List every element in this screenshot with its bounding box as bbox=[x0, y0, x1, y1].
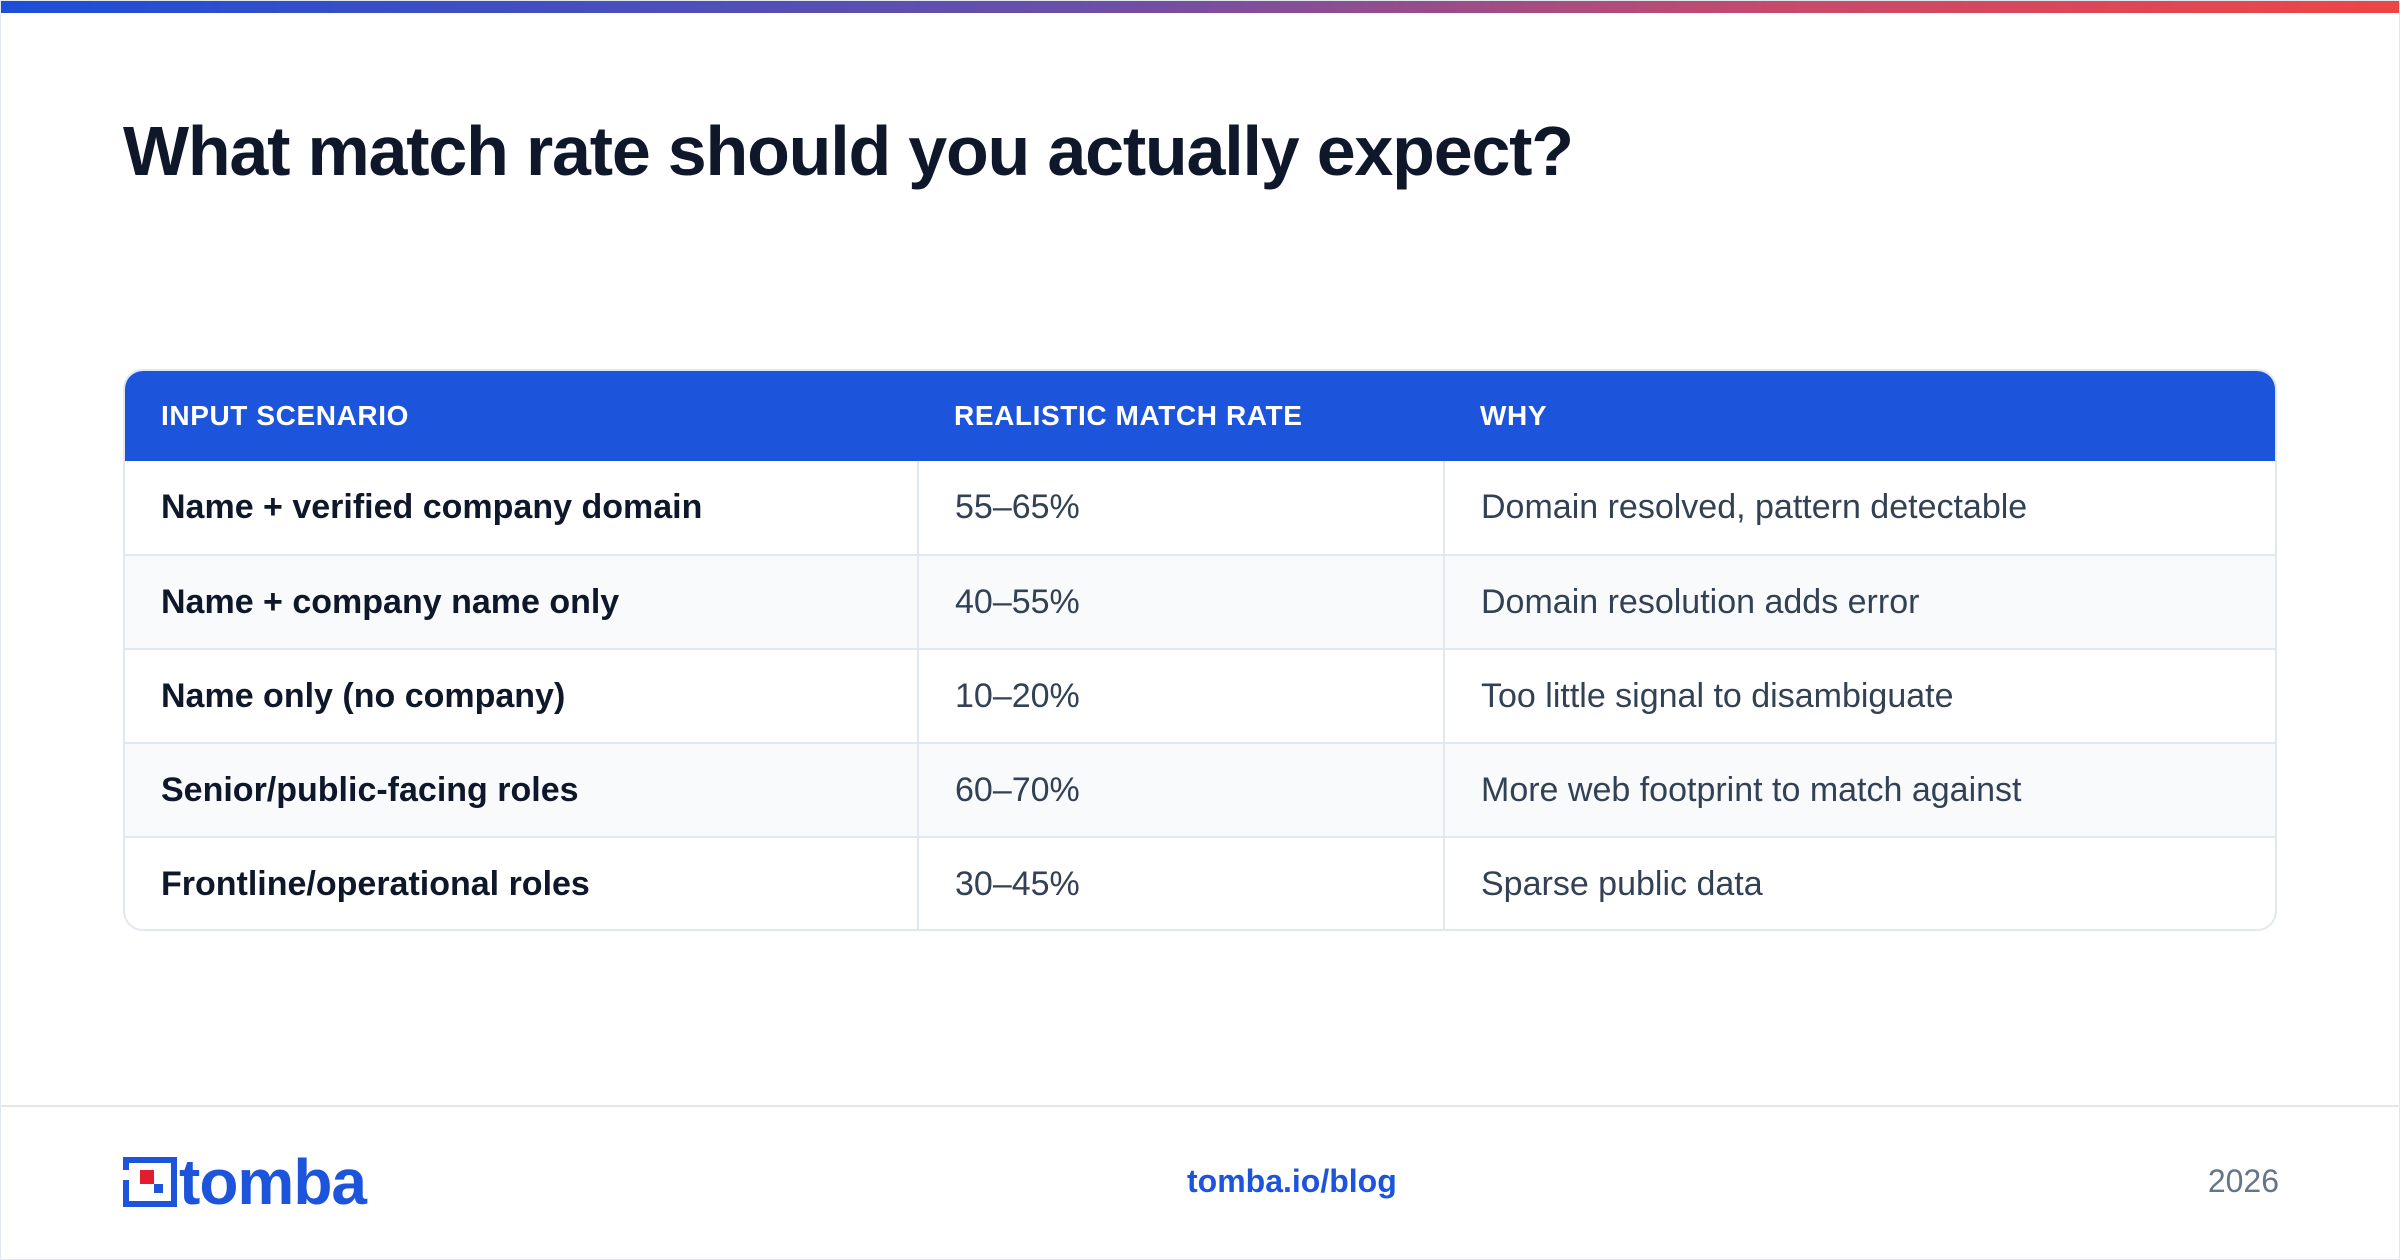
match-rate-cell: 55–65% bbox=[917, 461, 1444, 555]
logo-wordmark: tomba bbox=[179, 1146, 367, 1218]
column-header-input-scenario: INPUT SCENARIO bbox=[161, 400, 409, 431]
why-cell: Sparse public data bbox=[1443, 836, 2275, 929]
table-header: INPUT SCENARIO REALISTIC MATCH RATE WHY bbox=[125, 371, 2275, 461]
footer-year: 2026 bbox=[2207, 1163, 2279, 1199]
why-cell: Domain resolution adds error bbox=[1443, 554, 2275, 649]
match-rate-table: INPUT SCENARIO REALISTIC MATCH RATE WHY … bbox=[125, 371, 2275, 929]
table-row: Name + company name only 40–55% Domain r… bbox=[125, 554, 2275, 649]
gradient-top-bar bbox=[1, 1, 2399, 13]
table-header-row: INPUT SCENARIO REALISTIC MATCH RATE WHY bbox=[125, 371, 2275, 461]
match-rate-cell: 10–20% bbox=[917, 648, 1444, 743]
match-rate-cell: 60–70% bbox=[917, 742, 1444, 837]
table-row: Name + verified company domain 55–65% Do… bbox=[125, 461, 2275, 555]
tomba-logo-icon bbox=[123, 1157, 177, 1207]
why-cell: More web footprint to match against bbox=[1443, 742, 2275, 837]
scenario-cell: Frontline/operational roles bbox=[125, 836, 918, 929]
match-rate-cell: 40–55% bbox=[917, 554, 1444, 649]
scenario-cell: Name + verified company domain bbox=[161, 488, 703, 526]
page-title: What match rate should you actually expe… bbox=[123, 112, 1574, 190]
column-header-why: WHY bbox=[1480, 400, 1548, 431]
table-row: Name only (no company) 10–20% Too little… bbox=[125, 648, 2275, 743]
blog-link[interactable]: tomba.io/blog bbox=[1187, 1163, 1397, 1199]
scenario-cell: Name + company name only bbox=[125, 554, 918, 649]
column-header-match-rate: REALISTIC MATCH RATE bbox=[954, 400, 1303, 431]
why-cell: Too little signal to disambiguate bbox=[1443, 648, 2275, 743]
tomba-logo[interactable]: tomba bbox=[123, 1146, 367, 1218]
scenario-cell: Senior/public-facing roles bbox=[125, 742, 918, 837]
footer-divider bbox=[1, 1105, 2399, 1107]
table-body: Name + verified company domain 55–65% Do… bbox=[125, 461, 2275, 929]
table-row: Senior/public-facing roles 60–70% More w… bbox=[125, 742, 2275, 837]
table-row: Frontline/operational roles 30–45% Spars… bbox=[125, 836, 2275, 929]
scenario-cell: Name only (no company) bbox=[125, 648, 918, 743]
match-rate-cell: 30–45% bbox=[917, 836, 1444, 929]
match-rate-table-card: INPUT SCENARIO REALISTIC MATCH RATE WHY … bbox=[123, 369, 2277, 931]
why-cell: Domain resolved, pattern detectable bbox=[1443, 461, 2275, 555]
